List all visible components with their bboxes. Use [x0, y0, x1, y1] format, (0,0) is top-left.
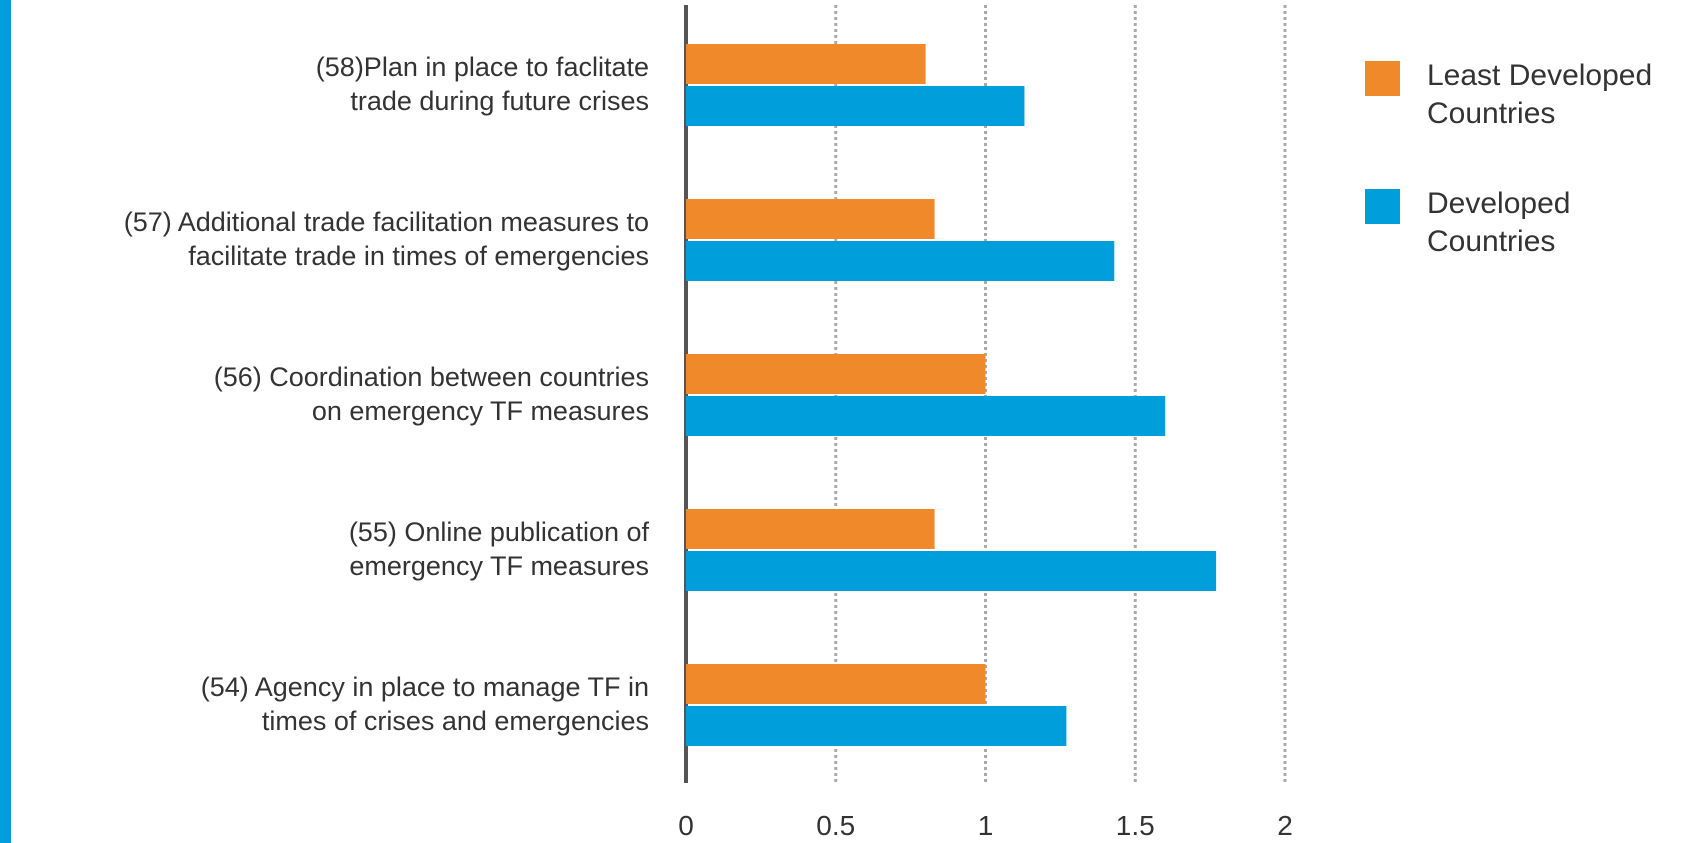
bar	[686, 664, 986, 704]
bar	[686, 199, 935, 239]
bar	[686, 241, 1115, 281]
category-label: (55) Online publication of emergency TF …	[348, 517, 649, 581]
bar	[686, 509, 935, 549]
category-label: (56) Coordination between countries on e…	[213, 362, 649, 426]
category-label: (57) Additional trade facilitation measu…	[123, 207, 649, 271]
bar	[686, 354, 986, 394]
bar	[686, 551, 1217, 591]
x-tick-label: 0	[678, 810, 694, 841]
bar	[686, 86, 1025, 126]
bar	[686, 44, 926, 84]
legend-swatch	[1365, 61, 1400, 96]
bar	[686, 396, 1166, 436]
x-tick-label: 1.5	[1116, 810, 1155, 841]
x-tick-label: 0.5	[816, 810, 855, 841]
legend-label: Developed Countries	[1427, 187, 1571, 258]
category-label: (58)Plan in place to faclitate trade dur…	[315, 52, 649, 116]
category-label: (54) Agency in place to manage TF in tim…	[200, 672, 649, 736]
side-stripe	[0, 0, 11, 843]
x-tick-label: 2	[1277, 810, 1293, 841]
bar	[686, 706, 1067, 746]
legend-swatch	[1365, 189, 1400, 224]
legend-label: Least Developed Countries	[1427, 59, 1653, 130]
x-tick-label: 1	[978, 810, 994, 841]
